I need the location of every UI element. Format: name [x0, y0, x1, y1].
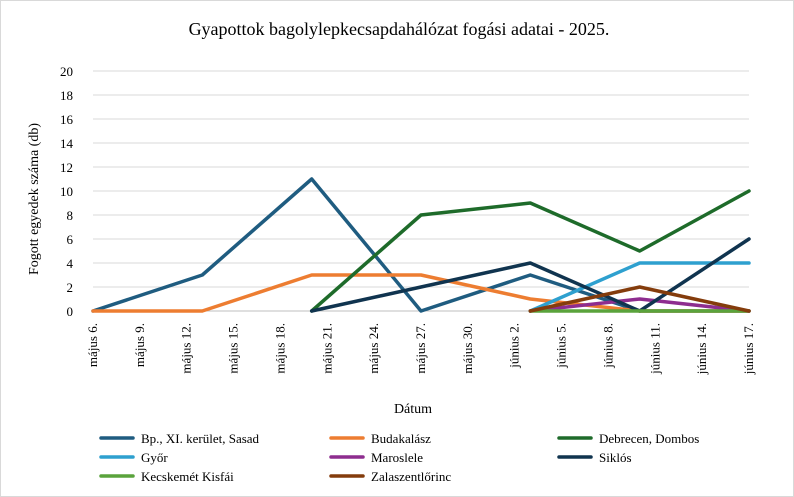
legend-label: Győr: [141, 450, 168, 465]
x-tick-label: május 12.: [179, 323, 194, 374]
legend-label: Kecskemét Kisfái: [141, 469, 234, 484]
x-tick-label: június 8.: [600, 323, 615, 369]
gridlines: [93, 70, 749, 288]
x-tick-label: június 11.: [647, 323, 662, 375]
legend: Bp., XI. kerület, Sasad Budakalász Debrece…: [99, 431, 699, 484]
y-tick-label: 8: [67, 208, 74, 223]
legend-label: Siklós: [599, 450, 632, 465]
x-axis-label: Dátum: [394, 402, 432, 417]
series-line: [528, 297, 751, 313]
x-tick-label: június 2.: [507, 323, 522, 369]
x-tick-label: május 18.: [272, 323, 287, 374]
y-tick-label: 18: [60, 88, 73, 103]
y-tick-label: 2: [67, 280, 74, 295]
y-tick-label: 10: [60, 184, 73, 199]
y-tick-label: 16: [60, 112, 74, 127]
legend-item: Budakalász: [329, 431, 431, 446]
legend-label: Bp., XI. kerület, Sasad: [141, 431, 260, 446]
y-tick-label: 12: [60, 160, 73, 175]
x-tick-label: május 21.: [319, 323, 334, 374]
series-line: [528, 285, 751, 313]
legend-label: Zalaszentlőrinc: [371, 469, 451, 484]
legend-label: Budakalász: [371, 431, 431, 446]
x-tick-label: május 15.: [226, 323, 241, 374]
y-tick-label: 20: [60, 64, 73, 79]
legend-item: Kecskemét Kisfái: [99, 469, 234, 484]
y-tick-labels: 0 2 4 6 8 10 12 14 16 18 20: [60, 64, 74, 319]
legend-item: Győr: [99, 450, 168, 465]
x-tick-label: június 14.: [694, 323, 709, 375]
x-tick-label: május 27.: [413, 323, 428, 374]
x-tick-label: június 5.: [554, 323, 569, 369]
x-tick-label: június 17.: [741, 323, 756, 375]
x-tick-labels: május 6. május 9. május 12. május 15. május …: [85, 323, 756, 375]
x-tick-label: május 24.: [366, 323, 381, 374]
legend-label: Debrecen, Dombos: [599, 431, 699, 446]
legend-item: Maroslele: [329, 450, 423, 465]
y-tick-label: 14: [60, 136, 74, 151]
chart-title: Gyapottok bagolylepkecsapdahálózat fogás…: [189, 19, 610, 39]
series-line: [309, 189, 751, 313]
x-tick-label: május 30.: [460, 323, 475, 374]
y-tick-label: 4: [67, 256, 74, 271]
legend-item: Bp., XI. kerület, Sasad: [99, 431, 260, 446]
legend-item: Siklós: [557, 450, 632, 465]
x-tick-label: május 6.: [85, 323, 100, 367]
legend-label: Maroslele: [371, 450, 423, 465]
series-line: [309, 237, 751, 313]
x-tick-label: május 9.: [132, 323, 147, 367]
y-tick-label: 0: [67, 304, 74, 319]
legend-item: Debrecen, Dombos: [557, 431, 699, 446]
legend-item: Zalaszentlőrinc: [329, 469, 451, 484]
y-axis-label: Fogott egyedek száma (db): [27, 123, 42, 275]
y-tick-label: 6: [67, 232, 74, 247]
series-lines: [91, 177, 751, 313]
